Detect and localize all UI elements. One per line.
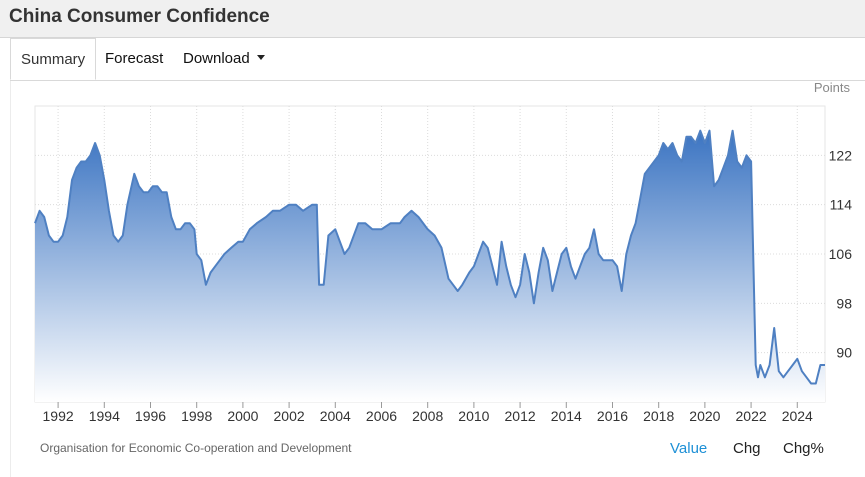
source-attribution: Organisation for Economic Co-operation a…: [40, 441, 352, 455]
x-tick-label: 2024: [782, 408, 813, 424]
x-tick-label: 2016: [597, 408, 628, 424]
y-tick-label: 90: [836, 345, 852, 361]
tab-download[interactable]: Download: [183, 38, 265, 80]
tab-summary[interactable]: Summary: [10, 38, 97, 80]
tab-forecast[interactable]: Forecast: [105, 50, 164, 67]
tab-download-label: Download: [183, 50, 250, 67]
chg-button[interactable]: Chg: [733, 440, 761, 457]
y-tick-label: 106: [829, 246, 853, 262]
x-tick-label: 2010: [458, 408, 489, 424]
x-tick-label: 2018: [643, 408, 674, 424]
unit-label: Points: [814, 80, 851, 95]
x-tick-label: 1996: [135, 408, 166, 424]
x-tick-label: 2008: [412, 408, 443, 424]
value-button[interactable]: Value: [670, 440, 708, 457]
title-bar: China Consumer Confidence: [0, 0, 865, 38]
x-tick-label: 2022: [736, 408, 767, 424]
x-tick-label: 1994: [89, 408, 120, 424]
x-tick-label: 2004: [320, 408, 351, 424]
chart: Points 90 98 106 114 122 1992 1994 1996 1998 200…: [34, 80, 853, 424]
y-tick-label: 98: [836, 295, 852, 311]
panel-border: [10, 81, 11, 477]
y-axis-labels: 90 98 106 114 122: [829, 147, 853, 360]
series-area: [35, 130, 825, 402]
series-line: [34, 129, 825, 385]
x-tick-label: 2012: [505, 408, 536, 424]
x-tick-label: 2002: [274, 408, 305, 424]
x-tick-label: 2014: [551, 408, 582, 424]
y-tick-label: 122: [829, 147, 853, 163]
caret-down-icon: [256, 54, 265, 60]
chg-percent-button[interactable]: Chg%: [783, 440, 824, 457]
tab-bar: Summary Forecast Download: [10, 38, 865, 81]
x-tick-label: 1992: [43, 408, 74, 424]
x-tick-label: 2000: [227, 408, 258, 424]
page-title: China Consumer Confidence: [9, 6, 270, 27]
x-axis-labels: 1992 1994 1996 1998 2000 2002 2004 2006 2008 2010…: [43, 408, 814, 424]
x-tick-label: 1998: [181, 408, 212, 424]
x-tick-label: 2006: [366, 408, 397, 424]
x-tick-label: 2020: [689, 408, 720, 424]
y-tick-label: 114: [830, 197, 853, 213]
